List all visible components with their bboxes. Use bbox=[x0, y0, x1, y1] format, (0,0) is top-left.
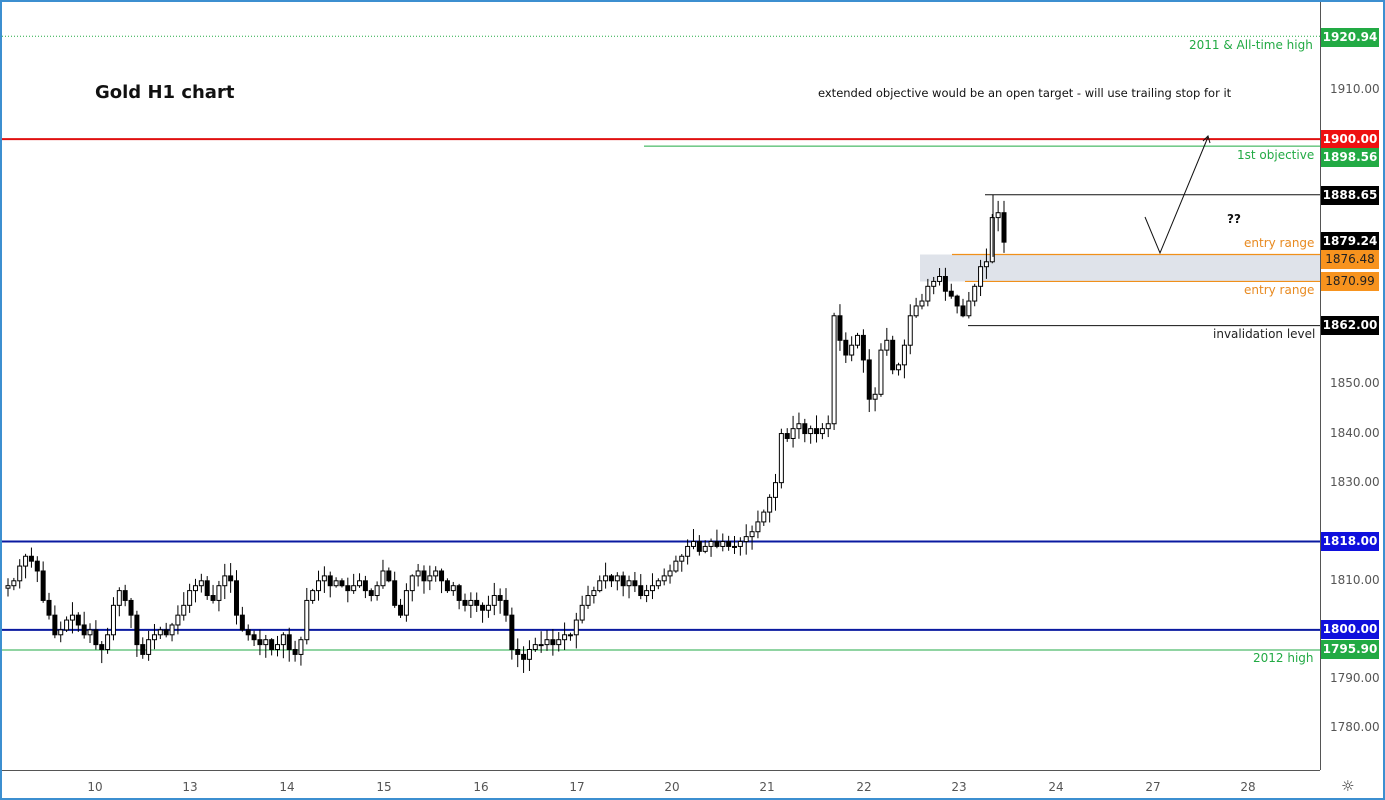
time-tick-label: 28 bbox=[1240, 780, 1256, 794]
price-tick-label: 1840.00 bbox=[1330, 425, 1380, 440]
chart-title: Gold H1 chart bbox=[95, 82, 235, 103]
price-tick-label: 1910.00 bbox=[1330, 82, 1380, 96]
price-tag-entry-lower: 1870.99 bbox=[1321, 272, 1379, 291]
price-tag-entry-upper: 1876.48 bbox=[1321, 250, 1379, 269]
price-tag-1818: 1818.00 bbox=[1321, 532, 1379, 551]
2012-high-label: 2012 high bbox=[1253, 651, 1314, 665]
price-tick-label: 1850.00 bbox=[1330, 376, 1380, 391]
time-tick-label: 24 bbox=[1048, 780, 1064, 794]
time-tick-label: 17 bbox=[569, 780, 585, 794]
price-tag-all-time-high: 1920.94 bbox=[1321, 28, 1379, 47]
invalidation-level-label: invalidation level bbox=[1213, 327, 1316, 341]
time-tick-label: 15 bbox=[376, 780, 392, 794]
price-tick-label: 1780.00 bbox=[1330, 720, 1380, 735]
time-tick-label: 21 bbox=[759, 780, 775, 794]
all-time-high-label: 2011 & All-time high bbox=[1189, 38, 1313, 52]
price-axis[interactable] bbox=[1320, 2, 1384, 770]
time-tick-label: 14 bbox=[279, 780, 295, 794]
time-tick-label: 13 bbox=[182, 780, 198, 794]
question-marks-annotation: ?? bbox=[1227, 212, 1241, 226]
time-tick-label: 10 bbox=[87, 780, 103, 794]
price-tag-2012-high: 1795.90 bbox=[1321, 640, 1379, 659]
price-tag-recent-high: 1888.65 bbox=[1321, 186, 1379, 205]
price-tick-label: 1810.00 bbox=[1330, 572, 1380, 587]
price-tag-last-price: 1879.24 bbox=[1321, 232, 1379, 251]
price-tag-1800: 1800.00 bbox=[1321, 620, 1379, 639]
price-tick-label: 1790.00 bbox=[1330, 670, 1380, 685]
price-tag-first-objective: 1898.56 bbox=[1321, 148, 1379, 167]
time-tick-label: 27 bbox=[1145, 780, 1161, 794]
time-tick-label: 23 bbox=[951, 780, 967, 794]
gear-icon[interactable]: ☼ bbox=[1341, 777, 1355, 795]
price-chart-canvas[interactable] bbox=[2, 2, 1320, 770]
entry-range-upper-label: entry range bbox=[1244, 236, 1315, 250]
time-tick-label: 16 bbox=[473, 780, 489, 794]
first-objective-label: 1st objective bbox=[1237, 148, 1315, 162]
price-tag-invalidation: 1862.00 bbox=[1321, 316, 1379, 335]
entry-range-lower-label: entry range bbox=[1244, 283, 1315, 297]
price-tag-1900: 1900.00 bbox=[1321, 130, 1379, 149]
time-tick-label: 22 bbox=[856, 780, 872, 794]
extended-objective-note: extended objective would be an open targ… bbox=[818, 86, 1232, 100]
time-tick-label: 20 bbox=[664, 780, 680, 794]
price-tick-label: 1830.00 bbox=[1330, 474, 1380, 489]
time-axis[interactable] bbox=[2, 770, 1320, 797]
